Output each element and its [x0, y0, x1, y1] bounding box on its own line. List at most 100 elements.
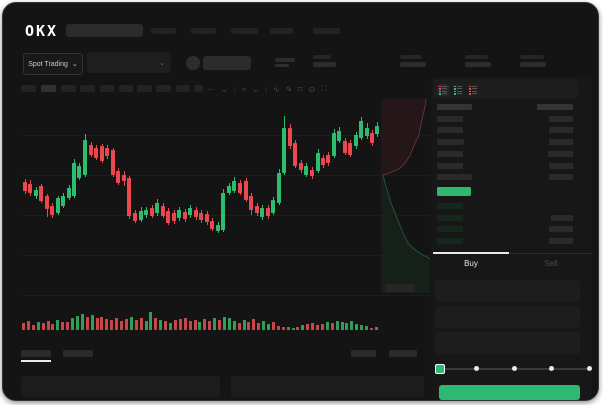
bid-price-bar[interactable] [437, 214, 463, 221]
slider-stop[interactable] [511, 366, 517, 371]
buy-submit-button[interactable] [439, 385, 580, 400]
candle [216, 225, 220, 231]
ask-amount-bar [549, 127, 573, 134]
last-price-bar[interactable] [437, 187, 471, 196]
bid-price-bar[interactable] [437, 238, 463, 245]
chart-tool-icon[interactable]: ⋯ [207, 84, 215, 94]
ask-price-bar[interactable] [437, 139, 464, 146]
timeframe-button[interactable] [61, 85, 76, 92]
bottom-tab-action[interactable] [389, 350, 417, 357]
gridline [21, 255, 431, 256]
volume-bar [350, 321, 354, 330]
candle [316, 153, 320, 171]
trade-input-field[interactable] [435, 280, 580, 302]
timeframe-button[interactable] [119, 85, 133, 92]
volume-bar [80, 314, 84, 330]
ask-price-bar[interactable] [437, 104, 472, 110]
candle [83, 140, 87, 175]
asks-book-icon[interactable] [467, 84, 479, 96]
volume-bar [242, 320, 246, 330]
volume-bar [320, 324, 324, 330]
chart-tool-icon[interactable]: ∿ [272, 84, 280, 94]
slider-stop[interactable] [586, 366, 592, 371]
bid-price-bar[interactable] [437, 226, 463, 233]
header-action-button[interactable] [203, 56, 251, 70]
trade-input-field[interactable] [435, 306, 580, 328]
nav-item-placeholder[interactable] [151, 28, 176, 34]
volume-bar [75, 316, 79, 330]
trade-input-field[interactable] [435, 332, 580, 354]
buy-tab-indicator [433, 252, 509, 254]
slider-stop[interactable] [474, 366, 479, 371]
bids-book-icon[interactable] [452, 84, 464, 96]
candle [122, 175, 126, 181]
volume-bar [325, 322, 329, 330]
ask-price-bar[interactable] [437, 115, 463, 122]
ask-price-bar[interactable] [437, 127, 463, 134]
ask-price-bar[interactable] [437, 174, 472, 181]
bottom-panel [21, 376, 220, 397]
timeframe-button[interactable] [156, 85, 171, 92]
market-type-dropdown[interactable]: Spot Trading ⌄ [23, 53, 83, 75]
volume-bar [301, 325, 305, 330]
nav-item-placeholder[interactable] [270, 28, 293, 34]
timeframe-button[interactable] [137, 85, 152, 92]
bottom-tab-action[interactable] [351, 350, 376, 357]
candle [116, 171, 120, 183]
timeframe-button[interactable] [100, 85, 114, 92]
candle [370, 133, 374, 143]
slider-stop[interactable] [549, 366, 554, 371]
chart-tool-icon[interactable]: ⌄ [252, 84, 259, 94]
volume-bar [51, 324, 55, 330]
chevron-down-icon: ⌄ [159, 59, 165, 67]
nav-item-placeholder[interactable] [313, 28, 340, 34]
chart-tool-icon[interactable]: ⌄ [221, 84, 228, 94]
ask-amount-bar [548, 150, 573, 157]
volume-bar [276, 326, 280, 330]
ask-price-bar[interactable] [437, 162, 463, 169]
ask-price-bar[interactable] [437, 150, 463, 157]
combined-book-icon[interactable] [437, 84, 449, 96]
candle [194, 210, 198, 217]
candle [183, 212, 187, 219]
depth-label-placeholder [385, 284, 415, 292]
depth-chart [381, 99, 431, 293]
app-window: OKX Spot Trading ⌄ ⌄ ⋯ ⌄ | ≈ ⌄ | ∿ ✎ ⌑ ⊙ ⛶ Buy Sel… [2, 2, 599, 401]
bottom-tab[interactable] [21, 350, 51, 357]
volume-bar [61, 322, 65, 330]
bottom-tab[interactable] [63, 350, 93, 357]
chart-tool-icon[interactable]: ⌑ [298, 84, 303, 94]
chart-tool-icon[interactable]: ⛶ [321, 84, 327, 93]
volume-bar [296, 327, 300, 330]
candle [111, 150, 115, 175]
volume-bar [105, 319, 109, 330]
chart-tool-icon[interactable]: ⊙ [308, 84, 316, 94]
tab-sell[interactable]: Sell [544, 259, 558, 268]
candle [210, 221, 214, 229]
timeframe-button[interactable] [41, 85, 56, 92]
volume-bar [252, 319, 256, 330]
chart-tool-icon[interactable]: ≈ [241, 84, 247, 94]
search-input[interactable] [66, 24, 143, 37]
timeframe-button[interactable] [194, 85, 203, 92]
nav-item-placeholder[interactable] [191, 28, 216, 34]
candle [375, 126, 379, 134]
avatar[interactable] [186, 56, 200, 70]
volume-bar [95, 318, 99, 330]
chart-tool-icon[interactable]: ✎ [285, 84, 293, 94]
candle [100, 146, 104, 161]
bid-price-bar[interactable] [437, 203, 463, 209]
candle [288, 128, 292, 146]
timeframe-button[interactable] [80, 85, 95, 92]
nav-item-placeholder[interactable] [231, 28, 258, 34]
pair-selector-dropdown[interactable]: ⌄ [87, 52, 171, 73]
tab-buy[interactable]: Buy [464, 259, 478, 268]
candle [299, 163, 303, 170]
volume-bar [247, 322, 251, 330]
volume-bar [218, 320, 221, 330]
timeframe-button[interactable] [176, 85, 190, 92]
timeframe-button[interactable] [21, 85, 36, 92]
chevron-down-icon: ⌄ [71, 61, 78, 68]
volume-bar [365, 326, 368, 330]
slider-handle[interactable] [435, 364, 445, 374]
